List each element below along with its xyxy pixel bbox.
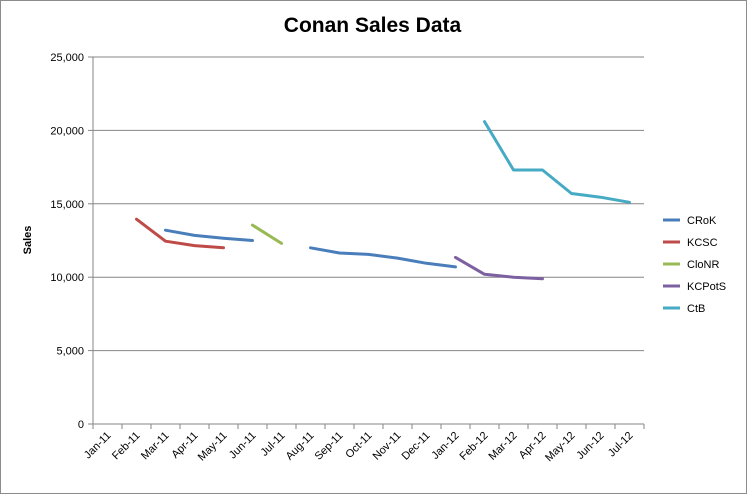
x-tick-label: Jan-12 bbox=[429, 430, 461, 462]
series-line bbox=[309, 246, 457, 269]
x-tick-label: Jan-11 bbox=[82, 430, 114, 462]
x-tick-label: Dec-11 bbox=[400, 430, 433, 463]
legend-label: CRoK bbox=[687, 215, 717, 227]
x-tick-label: Feb-11 bbox=[110, 430, 143, 463]
x-tick-label: Sep-11 bbox=[313, 430, 346, 463]
legend-label: CtB bbox=[687, 303, 705, 315]
y-tick-label: 20,000 bbox=[50, 125, 84, 137]
x-tick-label: Aug-11 bbox=[284, 430, 317, 463]
series-kcsc bbox=[135, 217, 225, 250]
series-crok bbox=[164, 228, 457, 269]
series-line bbox=[164, 228, 254, 242]
series-line bbox=[251, 223, 283, 245]
y-tick-label: 0 bbox=[78, 419, 84, 431]
series-kcpots bbox=[454, 255, 544, 281]
series-clonr bbox=[251, 223, 283, 245]
x-tick-label: Mar-11 bbox=[139, 430, 172, 463]
series-line bbox=[483, 120, 631, 204]
y-tick-label: 5,000 bbox=[56, 346, 84, 358]
series-lines bbox=[135, 120, 631, 281]
y-tick-label: 15,000 bbox=[50, 199, 84, 211]
x-tick-label: Nov-11 bbox=[371, 430, 404, 463]
axes bbox=[88, 56, 645, 429]
legend-item-kcsc: KCSC bbox=[663, 237, 718, 249]
y-tick-label: 10,000 bbox=[50, 272, 84, 284]
x-tick-label: Jul-12 bbox=[606, 430, 636, 460]
x-tick-label: Jun-12 bbox=[574, 430, 606, 462]
series-line bbox=[135, 217, 225, 250]
y-tick-labels: 0 5,000 10,000 15,000 20,000 25,000 bbox=[50, 52, 84, 431]
x-tick-label: Oct-11 bbox=[343, 430, 374, 461]
legend-item-clonr: CloNR bbox=[663, 259, 719, 271]
x-tick-label: May-12 bbox=[543, 430, 577, 464]
x-tick-label: Mar-12 bbox=[486, 430, 519, 463]
x-tick-label: May-11 bbox=[196, 430, 230, 464]
legend-item-ctb: CtB bbox=[663, 303, 705, 315]
legend-item-kcpots: KCPotS bbox=[663, 281, 726, 293]
x-tick-label: Feb-12 bbox=[457, 430, 490, 463]
gridlines bbox=[93, 56, 644, 352]
legend: CRoK KCSC CloNR KCPotS CtB bbox=[663, 215, 726, 315]
legend-label: CloNR bbox=[687, 259, 719, 271]
legend-label: KCSC bbox=[687, 237, 718, 249]
series-ctb bbox=[483, 120, 631, 204]
chart-title: Conan Sales Data bbox=[283, 14, 462, 37]
x-tick-label: Jun-11 bbox=[227, 430, 259, 462]
y-tick-label: 25,000 bbox=[50, 52, 84, 64]
series-line bbox=[454, 255, 544, 281]
legend-label: KCPotS bbox=[687, 281, 726, 293]
legend-item-crok: CRoK bbox=[663, 215, 717, 227]
